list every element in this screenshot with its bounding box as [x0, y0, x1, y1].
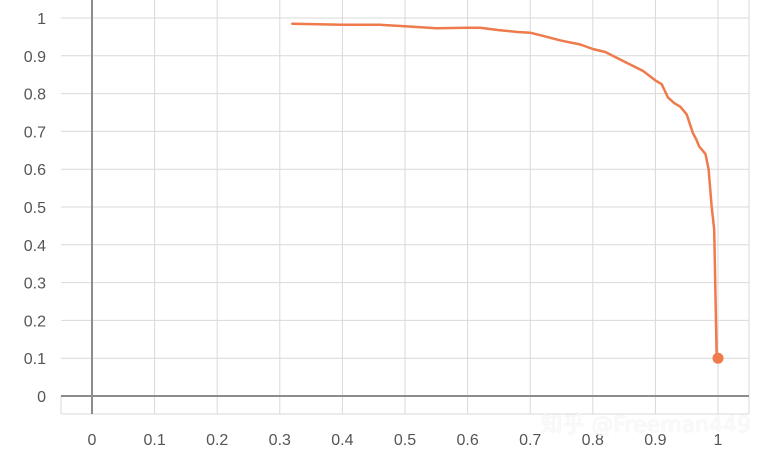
x-tick-label: 0.6	[456, 432, 478, 449]
series-end-point	[712, 352, 724, 364]
y-tick-label: 0.1	[24, 351, 46, 368]
series-line	[291, 22, 720, 360]
y-tick-label: 0.5	[24, 200, 46, 217]
y-tick-label: 0.8	[24, 87, 46, 104]
y-tick-label: 0.9	[24, 49, 46, 66]
x-tick-label: 0.7	[519, 432, 541, 449]
y-tick-label: 0	[37, 389, 46, 406]
x-tick-labels: 0 0.1 0.2 0.3 0.4 0.5 0.6 0.7 0.8 0.9 1	[88, 432, 723, 449]
watermark: 知乎 @Freeman449	[540, 413, 751, 438]
x-tick-label: 0.3	[269, 432, 291, 449]
y-tick-label: 0.4	[24, 238, 46, 255]
x-tick-label: 0.1	[143, 432, 165, 449]
y-tick-label: 0.3	[24, 276, 46, 293]
x-tick-label: 0.2	[206, 432, 228, 449]
x-tick-label: 0.8	[582, 432, 604, 449]
y-tick-label: 0.6	[24, 162, 46, 179]
y-tick-label: 0.7	[24, 124, 46, 141]
grid-lines	[60, 0, 750, 415]
x-tick-label: 0.4	[331, 432, 353, 449]
axes	[61, 0, 749, 414]
x-tick-label: 0.9	[644, 432, 666, 449]
x-tick-label: 1	[714, 432, 723, 449]
y-tick-label: 1	[37, 11, 46, 28]
x-tick-label: 0.5	[394, 432, 416, 449]
y-tick-label: 0.2	[24, 313, 46, 330]
y-tick-labels: 0 0.1 0.2 0.3 0.4 0.5 0.6 0.7 0.8 0.9 1	[24, 11, 46, 406]
x-tick-label: 0	[88, 432, 97, 449]
series-layer	[291, 22, 724, 364]
